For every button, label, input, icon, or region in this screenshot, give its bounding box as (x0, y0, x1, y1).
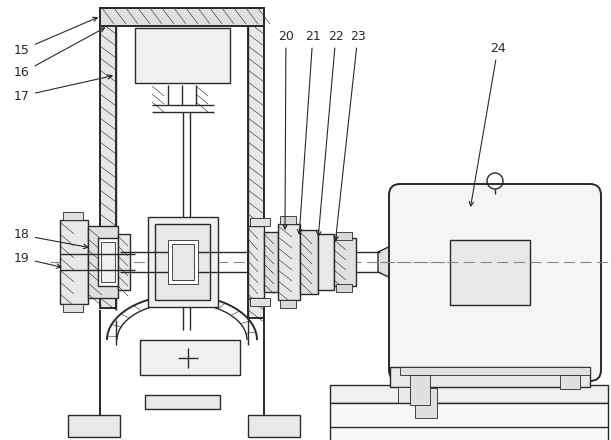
Bar (68, 415, 120, 437)
Bar (330, 403, 608, 440)
Text: 19: 19 (14, 252, 61, 268)
Bar (98, 238, 118, 286)
Bar (100, 8, 116, 308)
Bar (168, 240, 198, 284)
Bar (300, 230, 318, 294)
FancyBboxPatch shape (389, 184, 601, 381)
Bar (450, 240, 530, 305)
Text: 22: 22 (316, 29, 344, 236)
Text: 17: 17 (14, 75, 112, 103)
Bar (63, 212, 83, 220)
Bar (60, 220, 88, 304)
Bar (318, 234, 334, 290)
Bar (398, 387, 410, 415)
Bar (390, 367, 590, 387)
Text: 18: 18 (14, 228, 88, 249)
Bar (336, 284, 352, 292)
Bar (88, 226, 118, 298)
Bar (118, 234, 130, 290)
Bar (410, 375, 430, 405)
Bar (334, 238, 356, 286)
Bar (148, 217, 218, 307)
Text: 16: 16 (14, 28, 104, 80)
Bar (264, 232, 278, 292)
Bar (336, 232, 352, 240)
Bar (278, 224, 300, 300)
Bar (63, 304, 83, 312)
Bar (248, 8, 264, 318)
Text: 15: 15 (14, 17, 97, 56)
Bar (101, 242, 115, 282)
Bar (250, 218, 270, 226)
Text: 24: 24 (469, 41, 506, 206)
Bar (250, 298, 270, 306)
Bar (135, 28, 230, 83)
Bar (330, 385, 608, 403)
Bar (560, 375, 580, 389)
Bar (400, 367, 590, 375)
Bar (140, 340, 240, 375)
Bar (145, 395, 220, 409)
Bar (280, 300, 296, 308)
Bar (100, 8, 264, 26)
Text: 21: 21 (298, 29, 321, 234)
Bar (280, 216, 296, 224)
Bar (155, 224, 210, 300)
Text: 23: 23 (334, 29, 366, 241)
Bar (248, 226, 264, 298)
Bar (415, 388, 437, 418)
Text: 20: 20 (278, 29, 294, 229)
Bar (248, 415, 300, 437)
Bar (172, 244, 194, 280)
Polygon shape (378, 244, 395, 280)
